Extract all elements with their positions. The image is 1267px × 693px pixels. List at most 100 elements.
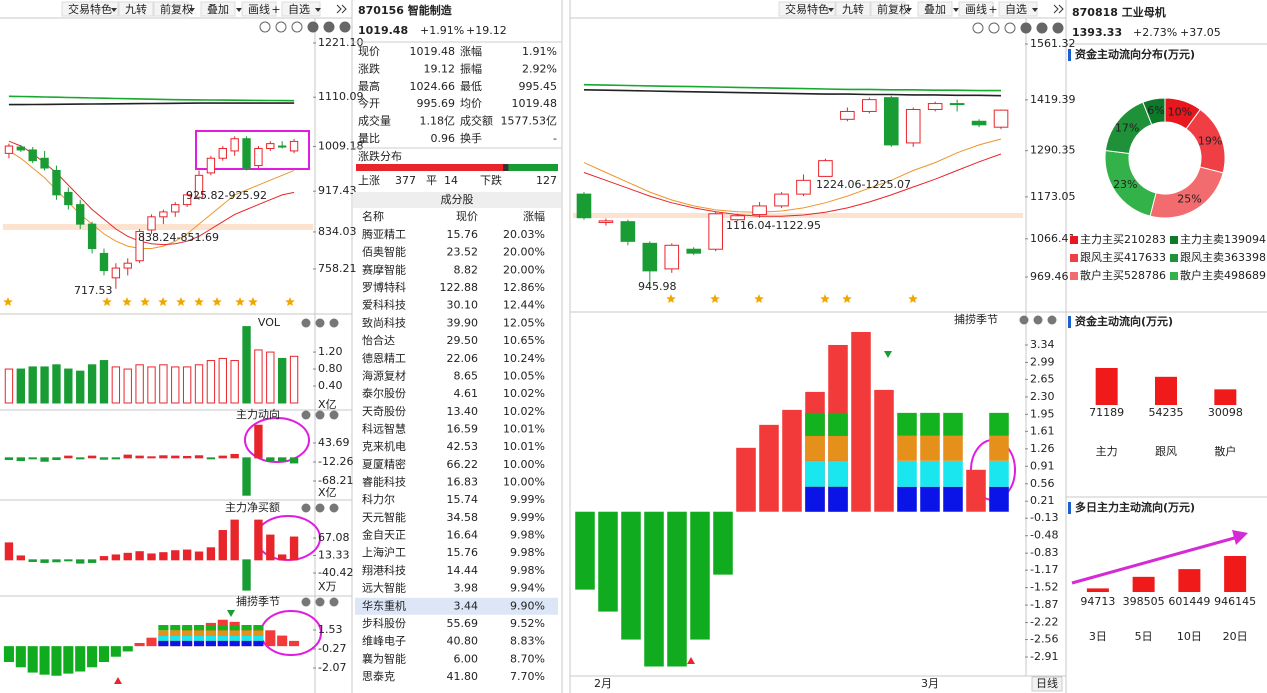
component-value[interactable]: 6.00: [454, 652, 479, 665]
panel-icon[interactable]: [315, 597, 325, 607]
panel-icon[interactable]: [301, 318, 311, 328]
tool-icon[interactable]: [1052, 22, 1064, 34]
component-value[interactable]: 3.98: [454, 582, 479, 595]
component-value[interactable]: 15.76: [447, 546, 479, 559]
component-name[interactable]: 天元智能: [362, 510, 406, 524]
component-value[interactable]: 30.10: [447, 299, 479, 312]
component-name[interactable]: 科力尔: [362, 492, 395, 506]
component-name[interactable]: 腾亚精工: [362, 227, 406, 241]
component-value[interactable]: 10.00%: [503, 458, 545, 471]
component-value[interactable]: 20.03%: [503, 228, 545, 241]
component-value[interactable]: 10.02%: [503, 387, 545, 400]
toolbar-button[interactable]: [778, 1, 836, 17]
toolbar-button[interactable]: [870, 1, 906, 17]
component-name[interactable]: 科远智慧: [362, 421, 406, 435]
component-value[interactable]: 42.53: [447, 440, 479, 453]
component-value[interactable]: 39.90: [447, 316, 479, 329]
component-value[interactable]: 9.98%: [510, 546, 545, 559]
component-name[interactable]: 爱科科技: [362, 298, 406, 312]
component-value[interactable]: 20.00%: [503, 263, 545, 276]
tool-icon[interactable]: [1036, 22, 1048, 34]
component-value[interactable]: 15.76: [447, 228, 479, 241]
component-value[interactable]: 55.69: [447, 617, 479, 630]
component-value[interactable]: 40.80: [447, 635, 479, 648]
panel-icon[interactable]: [301, 597, 311, 607]
period-button[interactable]: 日线: [1036, 676, 1058, 690]
component-name[interactable]: 天奇股份: [362, 405, 406, 418]
panel-icon[interactable]: [301, 410, 311, 420]
component-name[interactable]: 罗博特科: [362, 280, 406, 294]
component-value[interactable]: 9.94%: [510, 582, 545, 595]
component-value[interactable]: 16.64: [447, 529, 479, 542]
tool-icon[interactable]: [339, 21, 351, 33]
toolbar-button[interactable]: [61, 1, 119, 17]
component-value[interactable]: 41.80: [447, 670, 479, 683]
more-arrow[interactable]: [341, 4, 347, 14]
component-value[interactable]: 8.82: [454, 263, 479, 276]
toolbar-button[interactable]: [241, 1, 277, 17]
component-name[interactable]: 襄为智能: [362, 651, 406, 665]
component-name[interactable]: 克来机电: [362, 439, 406, 453]
component-name[interactable]: 泰尔股份: [362, 386, 406, 400]
panel-icon[interactable]: [329, 318, 339, 328]
component-name[interactable]: 夏厦精密: [362, 457, 406, 471]
component-value[interactable]: 122.88: [440, 281, 479, 294]
component-value[interactable]: 7.70%: [510, 670, 545, 683]
component-name[interactable]: 思泰克: [362, 669, 395, 683]
toolbar-label[interactable]: 九转: [125, 2, 147, 16]
panel-icon[interactable]: [1019, 315, 1029, 325]
component-name[interactable]: 致尚科技: [362, 315, 406, 329]
component-value[interactable]: 9.98%: [510, 529, 545, 542]
panel-icon[interactable]: [329, 503, 339, 513]
toolbar-label[interactable]: 九转: [842, 2, 864, 16]
toolbar-label[interactable]: 前复权: [160, 2, 193, 16]
component-name[interactable]: 赛摩智能: [362, 262, 406, 276]
toolbar-button[interactable]: [958, 1, 994, 17]
component-name[interactable]: 翔港科技: [362, 563, 406, 577]
component-name[interactable]: 怡合达: [362, 333, 395, 347]
component-value[interactable]: 8.70%: [510, 652, 545, 665]
panel-icon[interactable]: [315, 503, 325, 513]
panel-icon[interactable]: [1033, 315, 1043, 325]
component-value[interactable]: 12.86%: [503, 281, 545, 294]
toolbar-label[interactable]: 自选: [288, 3, 310, 16]
component-name[interactable]: 德恩精工: [362, 351, 406, 365]
component-value[interactable]: 16.83: [447, 476, 479, 489]
tool-icon[interactable]: [323, 21, 335, 33]
component-value[interactable]: 10.01%: [503, 440, 545, 453]
component-value[interactable]: 10.65%: [503, 334, 545, 347]
toolbar-button[interactable]: [118, 1, 154, 17]
component-value[interactable]: 29.50: [447, 334, 479, 347]
panel-icon[interactable]: [301, 503, 311, 513]
component-value[interactable]: 23.52: [447, 246, 479, 259]
component-name[interactable]: 金自天正: [362, 528, 406, 542]
component-name[interactable]: 海源复材: [362, 368, 406, 382]
component-value[interactable]: 10.24%: [503, 352, 545, 365]
tool-icon[interactable]: [307, 21, 319, 33]
panel-icon[interactable]: [329, 410, 339, 420]
component-value[interactable]: 9.98%: [510, 564, 545, 577]
toolbar-label[interactable]: 画线: [248, 2, 270, 16]
component-value[interactable]: 9.90%: [510, 599, 545, 612]
component-value[interactable]: 12.44%: [503, 299, 545, 312]
more-arrow[interactable]: [1058, 4, 1064, 14]
column-header[interactable]: 现价: [456, 210, 478, 223]
toolbar-label[interactable]: 叠加: [924, 3, 946, 16]
component-name[interactable]: 睿能科技: [362, 475, 406, 489]
panel-icon[interactable]: [329, 597, 339, 607]
tool-icon[interactable]: [972, 22, 984, 34]
toolbar-label[interactable]: 叠加: [207, 3, 229, 16]
tool-icon[interactable]: [1004, 22, 1016, 34]
component-value[interactable]: 10.05%: [503, 369, 545, 382]
toolbar-label[interactable]: 交易特色: [68, 2, 112, 16]
component-value[interactable]: 9.99%: [510, 511, 545, 524]
component-value[interactable]: 22.06: [447, 352, 479, 365]
component-value[interactable]: 20.00%: [503, 246, 545, 259]
panel-icon[interactable]: [315, 318, 325, 328]
component-name[interactable]: 步科股份: [362, 616, 406, 630]
panel-icon[interactable]: [315, 410, 325, 420]
component-value[interactable]: 10.02%: [503, 405, 545, 418]
component-value[interactable]: 9.52%: [510, 617, 545, 630]
component-value[interactable]: 3.44: [454, 599, 479, 612]
more-arrow[interactable]: [1053, 4, 1059, 14]
